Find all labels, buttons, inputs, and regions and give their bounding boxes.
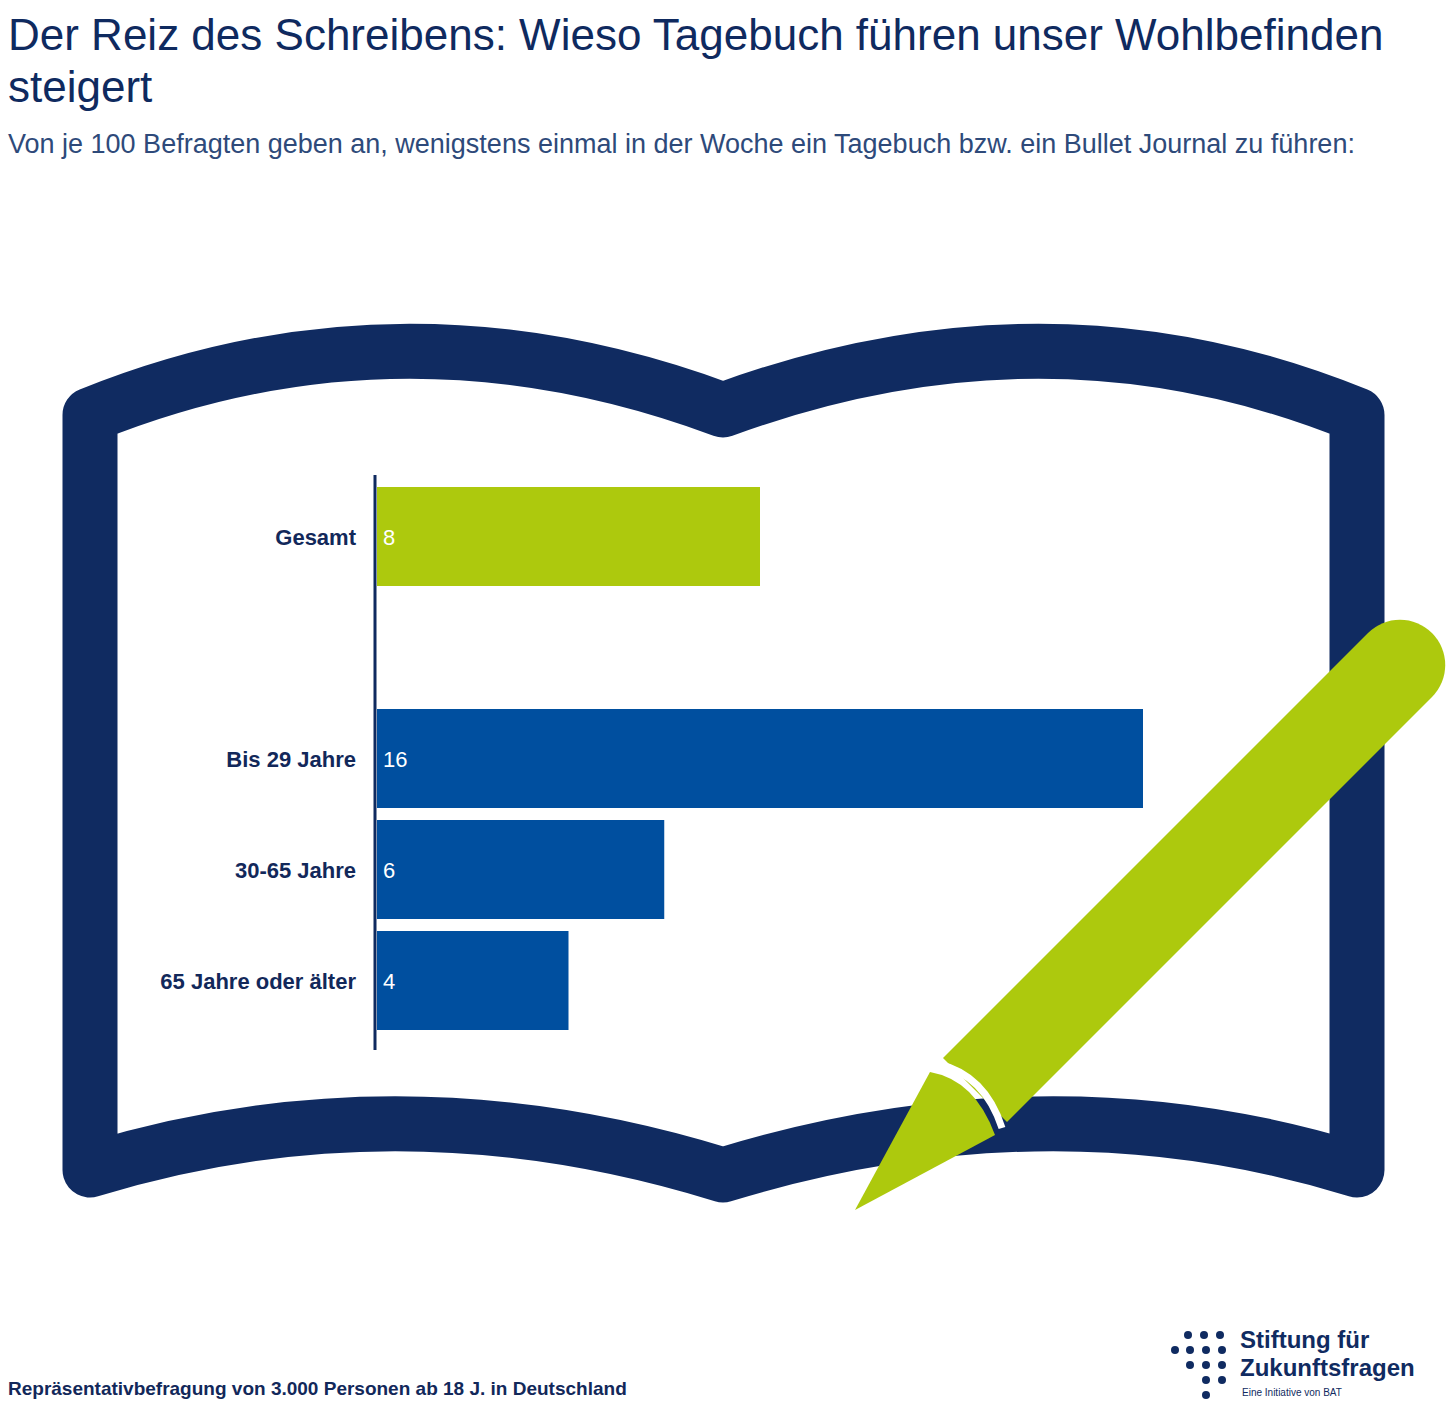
subtitle-line: Von je 100 Befragten geben an, wenigsten… xyxy=(8,129,1355,159)
data-label: 4 xyxy=(383,969,395,994)
pen-nib xyxy=(855,1072,995,1210)
pen-ring xyxy=(938,1064,1002,1128)
logo-text: Stiftung für xyxy=(1240,1326,1369,1353)
logo-dot xyxy=(1186,1346,1194,1354)
logo-dot xyxy=(1202,1376,1210,1384)
logo-dot xyxy=(1184,1331,1192,1339)
logo-dot xyxy=(1202,1346,1210,1354)
logo-dot xyxy=(1200,1331,1208,1339)
source: Repräsentativbefragung von 3.000 Persone… xyxy=(8,1378,627,1399)
title-line: Der Reiz des Schreibens: Wieso Tagebuch … xyxy=(8,10,1383,59)
logo-dot xyxy=(1202,1361,1210,1369)
title: Der Reiz des Schreibens: Wieso Tagebuch … xyxy=(8,10,1383,111)
logo-dot xyxy=(1218,1346,1226,1354)
bar xyxy=(377,709,1143,808)
logo-dot xyxy=(1171,1346,1179,1354)
logo: Stiftung fürZukunftsfragen Eine Initiativ… xyxy=(1171,1326,1415,1399)
logo-subtext: Eine Initiative von BAT xyxy=(1242,1387,1342,1398)
axis-line xyxy=(374,475,377,1050)
book-icon xyxy=(90,351,1357,1175)
data-label: 8 xyxy=(383,525,395,550)
bar xyxy=(377,931,569,1030)
title-line: steigert xyxy=(8,62,152,111)
subtitle: Von je 100 Befragten geben an, wenigsten… xyxy=(8,129,1355,159)
data-label: 6 xyxy=(383,858,395,883)
logo-dot xyxy=(1186,1361,1194,1369)
category-label: Gesamt xyxy=(275,525,356,550)
logo-dot xyxy=(1202,1391,1210,1399)
logo-dot xyxy=(1218,1376,1226,1384)
labels: Gesamt 8 Bis 29 Jahre 16 30-65 Jahre 6 65 Jahr… xyxy=(160,525,407,994)
bars xyxy=(377,487,1143,1030)
logo-text: Zukunftsfragen xyxy=(1240,1354,1415,1381)
bar xyxy=(377,487,760,586)
logo-dot xyxy=(1218,1361,1226,1369)
chart-root: Der Reiz des Schreibens: Wieso Tagebuch … xyxy=(0,0,1450,1404)
category-label: Bis 29 Jahre xyxy=(226,747,356,772)
pen-body xyxy=(943,620,1445,1122)
category-label: 65 Jahre oder älter xyxy=(160,969,356,994)
data-label: 16 xyxy=(383,747,407,772)
logo-dot xyxy=(1216,1331,1224,1339)
category-label: 30-65 Jahre xyxy=(235,858,356,883)
bar xyxy=(377,820,664,919)
pen-icon xyxy=(855,620,1445,1210)
